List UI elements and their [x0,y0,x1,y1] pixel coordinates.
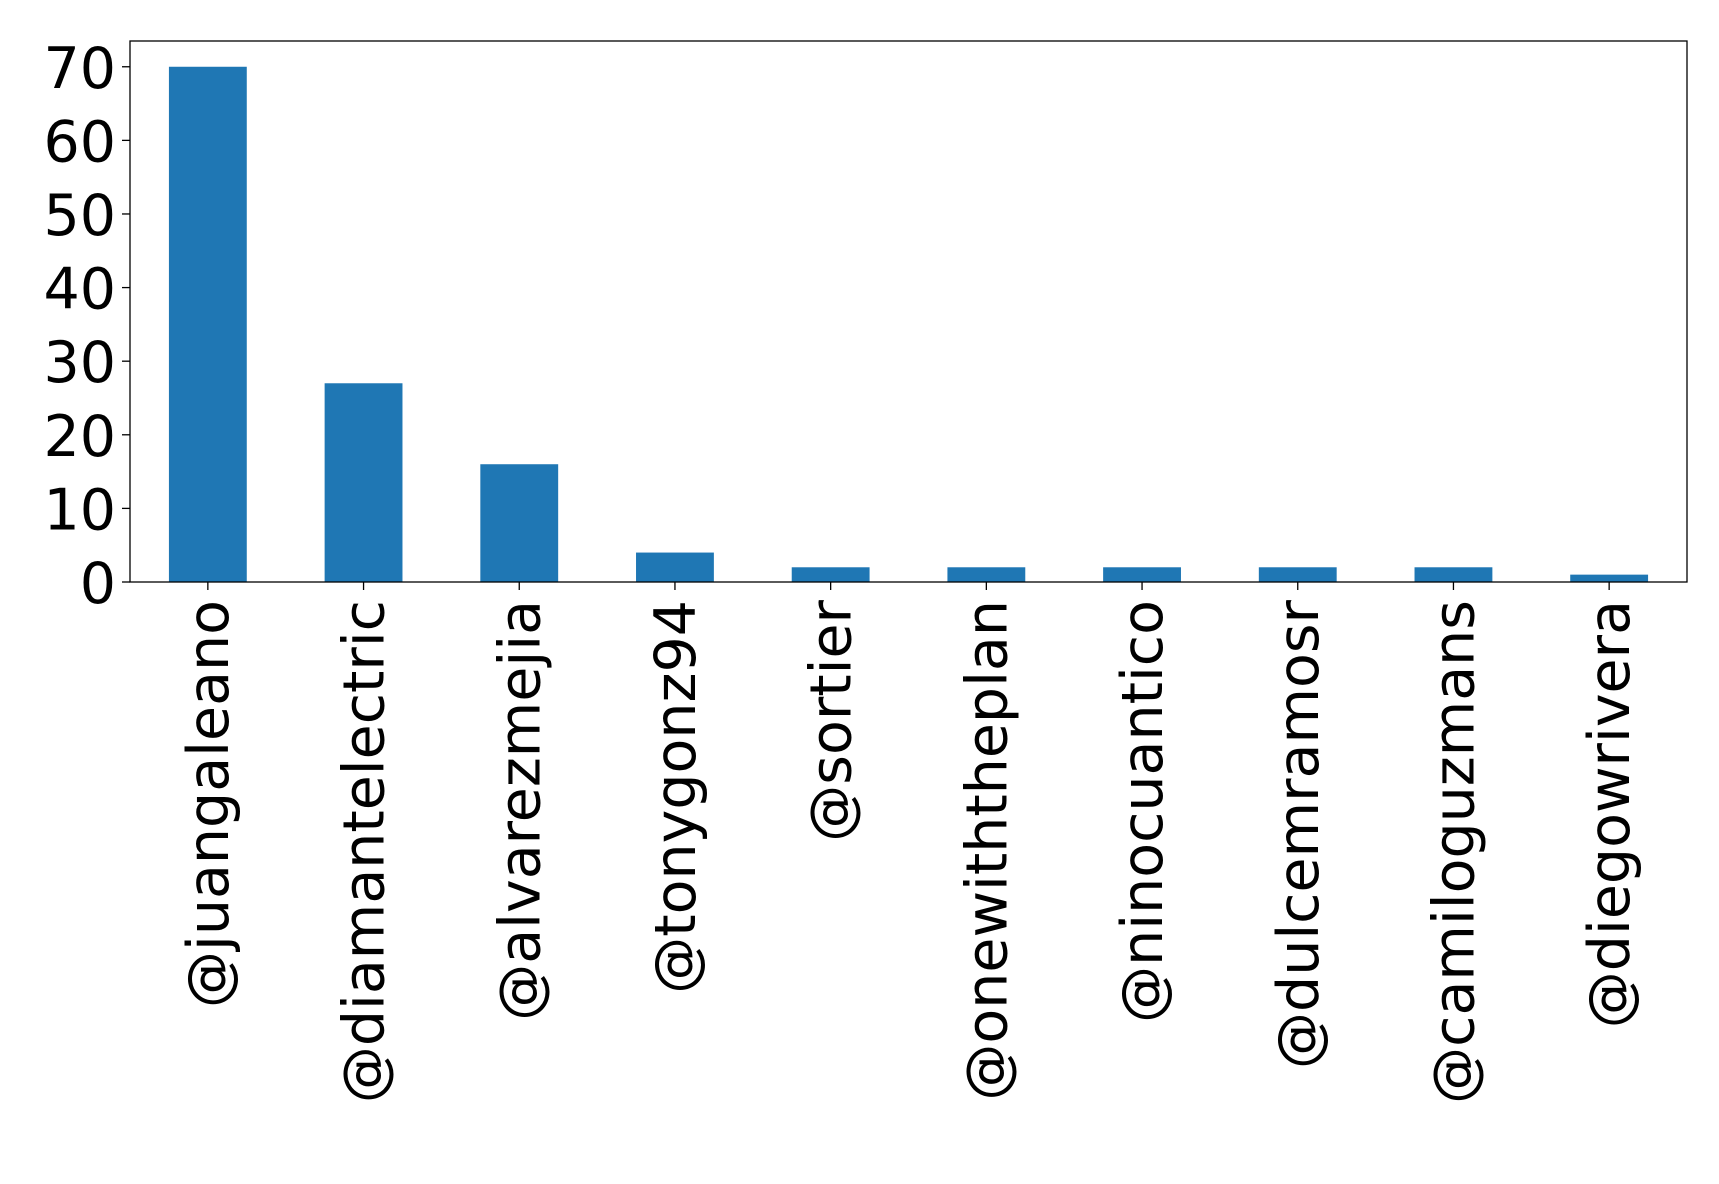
y-tick-label: 0 [80,551,116,617]
bar-ninocuantico [1103,567,1181,582]
y-tick-label: 30 [43,330,116,396]
bar-diamantelectric [324,383,403,582]
bar-camiloguzmans [1414,567,1493,582]
bar-tonygonz94 [636,552,714,582]
bar-alvarezmejia [480,464,559,582]
y-tick-label: 40 [43,257,116,323]
bar-dulcemramosr [1258,567,1337,582]
x-tick-label: @diamantelectric [332,600,398,1103]
bar-juangaleano [168,66,247,582]
bar-onewiththeplan [947,567,1026,582]
y-tick-label: 70 [43,36,116,102]
x-tick-label: @juangaleano [176,600,242,1008]
x-tick-label: @sortier [799,599,865,841]
y-tick-label: 60 [43,109,116,175]
x-tick-label: @onewiththeplan [954,600,1020,1101]
y-tick-label: 10 [43,477,116,543]
x-tick-label: @ninocuantico [1110,600,1176,1023]
x-tick-label: @dulcemramosr [1266,599,1332,1069]
x-tick-label: @diegowrivera [1577,600,1643,1028]
bar-sortier [791,567,870,582]
x-tick-label: @camiloguzmans [1421,600,1487,1104]
y-tick-label: 20 [43,404,116,470]
y-tick-label: 50 [43,183,116,249]
plot-frame [129,40,1688,583]
bar-diegowrivera [1570,574,1649,582]
x-tick-label: @alvarezmejia [487,600,553,1021]
x-tick-label: @tonygonz94 [643,600,709,994]
